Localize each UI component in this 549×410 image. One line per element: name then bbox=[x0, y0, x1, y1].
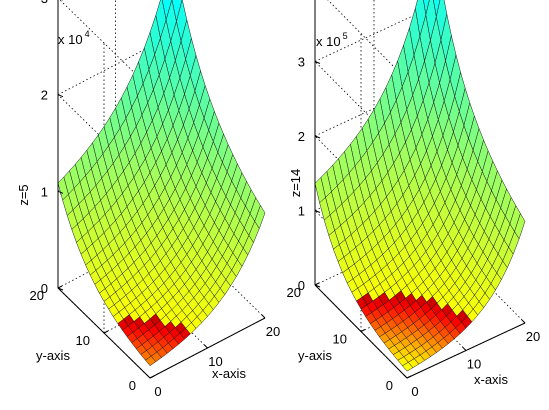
x-tick bbox=[261, 314, 266, 319]
x-tick bbox=[462, 347, 467, 351]
z-tick bbox=[314, 135, 321, 139]
x-tick bbox=[521, 319, 526, 324]
z-tick-label: 1 bbox=[41, 184, 48, 199]
z-tick bbox=[57, 94, 64, 98]
z-tick bbox=[314, 284, 321, 288]
x-tick-labels: 0 10 20 bbox=[146, 314, 280, 399]
z-tick bbox=[314, 61, 321, 64]
surface-plot-z5: 0 1 2 3 0 10 20 0 10 20 z=5 x-axis y-axis x 104 bbox=[16, 0, 280, 399]
y-tick-labels: 0 10 20 bbox=[30, 285, 155, 393]
x-tick-label: 0 bbox=[154, 384, 161, 399]
y-tick bbox=[314, 282, 320, 286]
y-tick-labels: 0 10 20 bbox=[287, 282, 412, 393]
surface-mesh bbox=[314, 0, 526, 372]
x-tick bbox=[146, 374, 151, 379]
x-tick-label: 10 bbox=[467, 357, 481, 372]
z-tick-label: 3 bbox=[298, 55, 305, 70]
y-tick-label: 10 bbox=[76, 333, 90, 348]
x-tick bbox=[204, 344, 208, 349]
z-tick-labels: 0 1 2 3 bbox=[41, 0, 64, 296]
y-tick-label: 10 bbox=[333, 332, 347, 347]
z-axis-label: z=5 bbox=[16, 184, 31, 205]
surface-cell bbox=[145, 355, 157, 366]
x-tick-labels: 0 10 20 bbox=[403, 319, 540, 399]
y-tick-label: 0 bbox=[129, 378, 136, 393]
surface-cell bbox=[402, 362, 414, 372]
y-axis-label: y-axis bbox=[36, 348, 70, 363]
x-tick-label: 0 bbox=[411, 384, 418, 399]
grid-line bbox=[327, 0, 408, 81]
surface-cell bbox=[433, 0, 441, 18]
z-tick-label: 3 bbox=[41, 0, 48, 6]
x-axis-label: x-axis bbox=[474, 372, 508, 387]
z-tick bbox=[57, 190, 64, 194]
surface-mesh bbox=[57, 0, 266, 366]
y-tick bbox=[149, 375, 155, 379]
z-tick-label: 0 bbox=[41, 281, 48, 296]
z-tick-label: 1 bbox=[298, 204, 305, 219]
z-tick-label: 2 bbox=[41, 88, 48, 103]
y-tick bbox=[103, 330, 109, 334]
x-tick bbox=[403, 374, 408, 379]
z-axis-label: z=14 bbox=[288, 169, 303, 198]
x-tick-label: 20 bbox=[266, 324, 280, 339]
x-axis-label: x-axis bbox=[212, 366, 246, 381]
y-axis-label: y-axis bbox=[298, 348, 332, 363]
z-tick-labels: 01234 bbox=[298, 55, 321, 293]
x-tick-label: 10 bbox=[208, 354, 222, 369]
z-tick-label: 2 bbox=[298, 129, 305, 144]
grid-line bbox=[314, 61, 408, 155]
y-tick bbox=[57, 285, 63, 289]
x-tick-label: 20 bbox=[526, 329, 540, 344]
y-tick-label: 0 bbox=[386, 378, 393, 393]
z-tick bbox=[57, 287, 64, 291]
surface-cell bbox=[423, 0, 430, 16]
z-tick bbox=[314, 210, 321, 213]
z-tick-label: 0 bbox=[298, 278, 305, 293]
y-tick bbox=[360, 329, 366, 332]
y-tick-label: 20 bbox=[30, 288, 44, 303]
z-multiplier-label: x 10 4 bbox=[58, 29, 90, 47]
y-tick-label: 20 bbox=[287, 285, 301, 300]
z-multiplier-label: x 10 5 bbox=[316, 31, 348, 49]
y-tick bbox=[406, 375, 412, 379]
